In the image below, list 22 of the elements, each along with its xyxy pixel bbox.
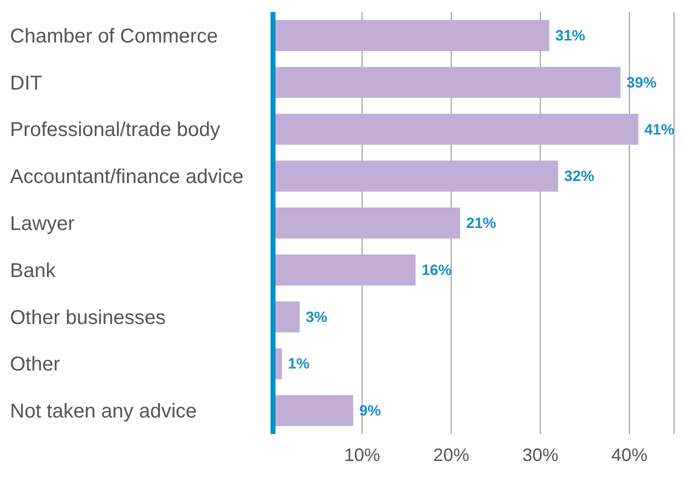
- y-tick-label: Professional/trade body: [10, 119, 220, 142]
- x-tick-label: 20%: [433, 444, 470, 465]
- x-tick-label: 10%: [344, 444, 380, 465]
- data-label: 31%: [555, 28, 586, 44]
- y-tick-label: DIT: [10, 72, 42, 94]
- y-tick-label: Other: [10, 354, 60, 376]
- data-label: 1%: [288, 356, 310, 373]
- x-tick-label: 30%: [522, 444, 558, 465]
- y-tick-label: Chamber of Commerce: [10, 25, 218, 48]
- data-label: 16%: [422, 262, 452, 279]
- y-tick-label: Other businesses: [10, 306, 166, 329]
- data-label: 3%: [306, 308, 328, 326]
- data-label: 9%: [359, 402, 381, 420]
- data-label: 39%: [626, 74, 657, 92]
- y-tick-label: Bank: [10, 260, 57, 282]
- y-tick-label: Not taken any advice: [10, 400, 197, 423]
- y-tick-label: Lawyer: [10, 213, 75, 235]
- data-label: 32%: [564, 168, 594, 186]
- data-label: 21%: [466, 215, 496, 232]
- y-tick-label: Accountant/finance advice: [10, 166, 244, 188]
- data-label: 41%: [644, 121, 674, 138]
- x-tick-label: 40%: [611, 444, 648, 465]
